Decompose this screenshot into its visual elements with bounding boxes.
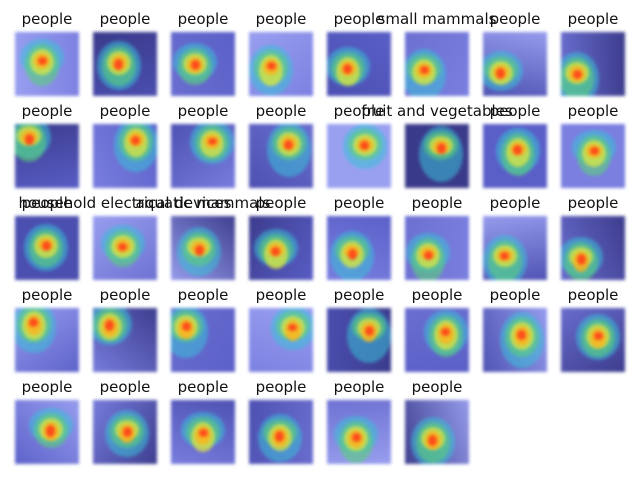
heatmap-thumbnail xyxy=(327,216,391,280)
heatmap-thumbnail xyxy=(15,216,79,280)
heatmap-thumbnail xyxy=(405,400,469,464)
panel-title: people xyxy=(567,194,619,212)
heatmap-thumbnail xyxy=(171,32,235,96)
heatmap-thumbnail xyxy=(561,32,625,96)
heatmap-thumbnail xyxy=(93,216,157,280)
panel-title: people xyxy=(411,194,463,212)
panel-title: people xyxy=(21,194,73,212)
heatmap-thumbnail xyxy=(561,308,625,372)
heatmap-thumbnail xyxy=(561,216,625,280)
panel-title: people xyxy=(21,10,73,28)
heatmap-thumbnail xyxy=(171,308,235,372)
heatmap-thumbnail xyxy=(327,32,391,96)
heatmap-thumbnail xyxy=(405,32,469,96)
panel-title: people xyxy=(177,10,229,28)
panel-title: people xyxy=(489,286,541,304)
panel-title: people xyxy=(333,378,385,396)
heatmap-thumbnail xyxy=(327,124,391,188)
heatmap-thumbnail xyxy=(171,400,235,464)
heatmap-thumbnail xyxy=(327,308,391,372)
panel-title: people xyxy=(489,194,541,212)
panel-title: people xyxy=(21,378,73,396)
heatmap-thumbnail xyxy=(93,124,157,188)
panel-title: people xyxy=(21,102,73,120)
heatmap-thumbnail xyxy=(249,124,313,188)
panel-title: people xyxy=(21,286,73,304)
panel-title: people xyxy=(99,102,151,120)
panel-title: fruit and vegetables xyxy=(361,102,513,120)
heatmap-thumbnail xyxy=(405,216,469,280)
panel-title: people xyxy=(567,286,619,304)
heatmap-thumbnail xyxy=(15,32,79,96)
heatmap-thumbnail xyxy=(249,400,313,464)
panel-title: people xyxy=(333,102,385,120)
panel-title: people xyxy=(255,378,307,396)
heatmap-thumbnail xyxy=(561,124,625,188)
panel-title: people xyxy=(255,10,307,28)
panel-title: household electrical devices xyxy=(18,194,232,212)
panel-title: people xyxy=(333,286,385,304)
panel-title: people xyxy=(489,10,541,28)
panel-title: people xyxy=(411,286,463,304)
heatmap-thumbnail xyxy=(15,124,79,188)
heatmap-thumbnail xyxy=(171,216,235,280)
heatmap-thumbnail xyxy=(483,216,547,280)
heatmap-thumbnail xyxy=(483,124,547,188)
heatmap-thumbnail xyxy=(249,216,313,280)
panel-title: people xyxy=(177,378,229,396)
heatmap-thumbnail xyxy=(15,400,79,464)
panel-title: people xyxy=(411,378,463,396)
heatmap-thumbnail xyxy=(249,308,313,372)
panel-title: people xyxy=(177,286,229,304)
heatmap-thumbnail xyxy=(483,308,547,372)
panel-title: people xyxy=(99,286,151,304)
heatmap-thumbnail xyxy=(15,308,79,372)
panel-title: small mammals xyxy=(377,10,497,28)
panel-title: people xyxy=(333,10,385,28)
panel-title: people xyxy=(489,102,541,120)
heatmap-thumbnail xyxy=(171,124,235,188)
panel-title: people xyxy=(255,194,307,212)
panel-title: people xyxy=(99,10,151,28)
heatmap-thumbnail xyxy=(483,32,547,96)
heatmap-thumbnail xyxy=(93,32,157,96)
heatmap-thumbnail xyxy=(93,400,157,464)
panel-title: people xyxy=(99,378,151,396)
panel-title: people xyxy=(255,102,307,120)
panel-title: people xyxy=(333,194,385,212)
panel-title: people xyxy=(567,102,619,120)
heatmap-thumbnail xyxy=(405,124,469,188)
heatmap-thumbnail xyxy=(249,32,313,96)
heatmap-thumbnail xyxy=(327,400,391,464)
panel-title: people xyxy=(177,102,229,120)
panel-title: people xyxy=(255,286,307,304)
heatmap-thumbnail xyxy=(405,308,469,372)
panel-title: aquatic mammals xyxy=(135,194,271,212)
panel-title: people xyxy=(567,10,619,28)
heatmap-thumbnail xyxy=(93,308,157,372)
